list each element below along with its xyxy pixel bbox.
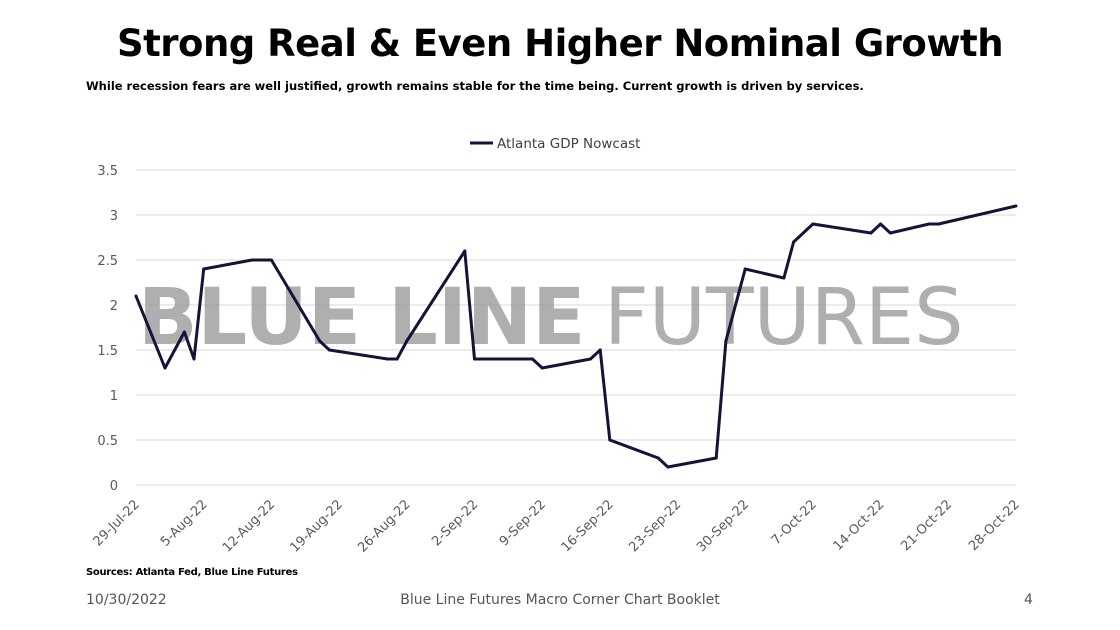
y-tick-label: 1 [110,389,118,404]
x-tick-label: 30-Sep-22 [694,497,752,555]
data-point [463,249,467,253]
data-point [888,231,892,235]
data-point [530,357,534,361]
grid-lines [136,169,1016,486]
data-point [318,339,322,343]
data-point [666,465,670,469]
x-tick-label: 28-Oct-22 [966,497,1023,554]
data-point [743,267,747,271]
data-point [792,240,796,244]
data-point [269,258,273,262]
data-point [182,330,186,334]
x-axis-ticks: 29-Jul-22 5-Aug-22 12-Aug-22 19-Aug-22 26-Au… [91,497,1023,555]
y-tick-label: 0.5 [97,434,118,449]
x-tick-label: 16-Sep-22 [559,497,617,555]
data-point [163,366,167,370]
source-note: Sources: Atlanta Fed, Blue Line Futures [86,567,298,578]
y-tick-label: 2.5 [97,254,118,269]
data-point [714,456,718,460]
data-point [589,357,593,361]
y-axis-ticks: 0 0.5 1 1.5 2 2.5 3 3.5 [97,164,118,494]
data-point [937,222,941,226]
x-tick-label: 14-Oct-22 [831,497,888,554]
series-layer [134,204,1018,469]
data-point [192,357,196,361]
x-tick-label: 5-Aug-22 [158,497,211,550]
data-point [608,438,612,442]
footer-booklet-title: Blue Line Futures Macro Corner Chart Boo… [400,592,720,608]
chart-legend: Atlanta GDP Nowcast [470,136,640,152]
x-tick-label: 23-Sep-22 [626,497,684,555]
data-point [927,222,931,226]
x-tick-label: 21-Oct-22 [898,497,955,554]
data-point [811,222,815,226]
data-point [405,339,409,343]
data-point [540,366,544,370]
data-point [250,258,254,262]
data-point [385,357,389,361]
footer-date: 10/30/2022 [86,592,167,608]
legend-label: Atlanta GDP Nowcast [497,136,640,152]
data-point [472,357,476,361]
data-point [656,456,660,460]
x-tick-label: 2-Sep-22 [429,497,481,549]
page-subtitle: While recession fears are well justified… [86,79,864,93]
y-tick-label: 2 [110,299,118,314]
x-tick-label: 29-Jul-22 [91,497,143,549]
series-line [134,204,1017,469]
x-tick-label: 12-Aug-22 [220,497,278,555]
data-point [879,222,883,226]
data-point [869,231,873,235]
data-point [782,276,786,280]
watermark-logo: BLUE LINE FUTURES [138,273,964,363]
y-tick-label: 1.5 [97,344,118,359]
data-point [598,348,602,352]
page-title: Strong Real & Even Higher Nominal Growth [116,22,1004,65]
data-point [134,294,138,298]
x-tick-label: 7-Oct-22 [769,497,820,548]
y-tick-label: 3 [110,209,118,224]
y-tick-label: 3.5 [97,164,118,179]
data-point [395,357,399,361]
x-tick-label: 26-Aug-22 [355,497,413,555]
watermark-bold-text: BLUE LINE [138,273,585,363]
data-point [521,357,525,361]
data-point [724,339,728,343]
x-tick-label: 19-Aug-22 [288,497,346,555]
y-tick-label: 0 [110,479,118,494]
x-tick-label: 9-Sep-22 [497,497,549,549]
watermark-light-text: FUTURES [604,273,964,363]
data-point [327,348,331,352]
data-point [1014,204,1018,208]
page-number: 4 [1024,592,1033,608]
data-point [202,267,206,271]
